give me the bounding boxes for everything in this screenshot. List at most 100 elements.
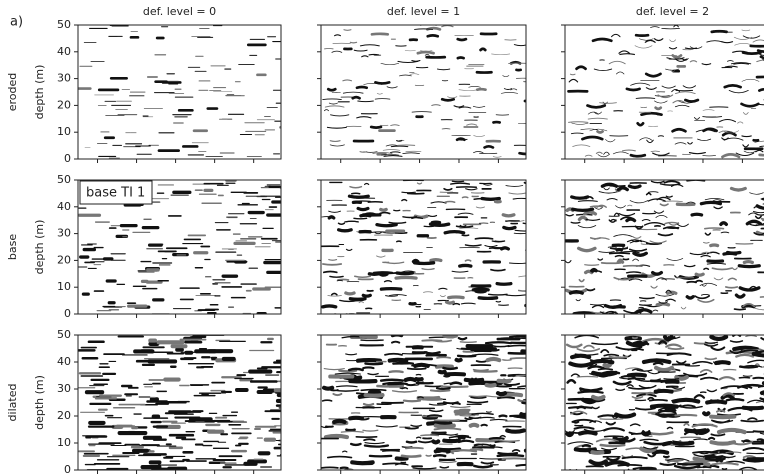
texture-stroke — [445, 201, 455, 202]
texture-stroke — [459, 338, 466, 339]
texture-stroke — [636, 408, 655, 409]
texture-stroke — [434, 455, 445, 456]
y-tick-label: 30 — [57, 72, 71, 85]
texture-stroke — [586, 219, 599, 220]
texture-stroke — [683, 86, 695, 88]
texture-stroke — [627, 385, 633, 387]
texture-stroke — [467, 124, 477, 125]
texture-stroke — [575, 335, 598, 337]
texture-stroke — [645, 40, 655, 42]
texture-stroke — [323, 400, 332, 401]
texture-stroke — [498, 455, 523, 456]
texture-stroke — [473, 152, 483, 153]
texture-stroke — [664, 181, 678, 182]
texture-stroke — [571, 133, 583, 134]
texture-stroke — [667, 409, 674, 410]
texture-stroke — [738, 122, 743, 123]
texture — [78, 335, 301, 470]
texture-stroke — [572, 123, 589, 124]
texture-stroke — [570, 363, 591, 365]
texture-stroke — [753, 386, 764, 387]
texture-stroke — [500, 441, 519, 442]
texture-stroke — [406, 448, 423, 449]
texture-stroke — [728, 61, 734, 62]
texture-stroke — [375, 82, 389, 83]
y-tick-label: 10 — [57, 436, 71, 449]
y-tick-label: 20 — [57, 409, 71, 422]
texture-stroke — [701, 294, 709, 295]
texture-stroke — [639, 307, 644, 308]
texture-stroke — [471, 449, 482, 450]
y-tick-label: 10 — [57, 280, 71, 293]
texture-stroke — [741, 421, 763, 422]
texture-stroke — [573, 145, 590, 147]
texture-stroke — [406, 428, 418, 429]
texture-stroke — [694, 439, 707, 440]
texture-stroke — [329, 211, 341, 212]
texture-stroke — [725, 66, 737, 67]
row-label: eroded — [6, 73, 19, 112]
texture-stroke — [592, 407, 599, 409]
texture-stroke — [616, 415, 634, 417]
texture-stroke — [355, 276, 371, 277]
texture-stroke — [674, 400, 698, 402]
texture-stroke — [503, 458, 526, 459]
texture-stroke — [725, 85, 741, 87]
texture-stroke — [736, 153, 754, 155]
texture-stroke — [350, 187, 361, 188]
texture-stroke — [702, 285, 706, 287]
texture-stroke — [466, 245, 481, 246]
texture-stroke — [363, 295, 370, 296]
texture-stroke — [575, 427, 594, 429]
texture-stroke — [748, 360, 764, 362]
texture-stroke — [508, 345, 531, 346]
texture-stroke — [604, 355, 618, 356]
texture-stroke — [623, 150, 636, 151]
texture-stroke — [352, 300, 364, 301]
texture-stroke — [629, 388, 649, 389]
texture-stroke — [526, 450, 548, 451]
texture-stroke — [359, 302, 364, 303]
texture-stroke — [675, 415, 696, 416]
texture-stroke — [504, 227, 515, 228]
texture-stroke — [426, 455, 431, 456]
texture-stroke — [496, 386, 511, 387]
texture — [323, 24, 541, 160]
texture-stroke — [698, 300, 714, 302]
texture-stroke — [573, 422, 578, 423]
texture-stroke — [637, 310, 651, 312]
y-tick-label: 0 — [64, 463, 71, 474]
texture-stroke — [586, 289, 594, 290]
row-label: base — [6, 234, 19, 260]
y-tick-label: 30 — [57, 227, 71, 240]
texture-stroke — [383, 150, 400, 151]
texture-stroke — [703, 110, 714, 111]
texture-stroke — [736, 295, 743, 297]
texture-stroke — [674, 25, 679, 27]
texture-stroke — [726, 287, 738, 288]
texture-stroke — [577, 377, 597, 378]
column-title: def. level = 0 — [143, 5, 216, 18]
texture-stroke — [358, 208, 368, 209]
texture-stroke — [509, 193, 526, 194]
texture-stroke — [329, 103, 337, 104]
texture-stroke — [503, 76, 509, 77]
texture-stroke — [656, 278, 666, 280]
texture-stroke — [736, 355, 753, 357]
texture-stroke — [415, 263, 434, 264]
texture-stroke — [637, 370, 652, 371]
texture-stroke — [397, 141, 402, 142]
texture-stroke — [440, 295, 445, 296]
y-axis-label: depth (m) — [33, 375, 46, 430]
texture-stroke — [377, 225, 396, 226]
texture-stroke — [591, 461, 606, 463]
texture-stroke — [667, 427, 672, 428]
column-title: def. level = 1 — [387, 5, 460, 18]
texture-stroke — [412, 61, 420, 62]
texture-stroke — [743, 112, 748, 114]
texture-stroke — [570, 74, 575, 75]
texture-stroke — [648, 192, 658, 193]
texture-stroke — [754, 308, 764, 310]
texture-stroke — [644, 360, 669, 362]
texture-stroke — [354, 50, 367, 51]
